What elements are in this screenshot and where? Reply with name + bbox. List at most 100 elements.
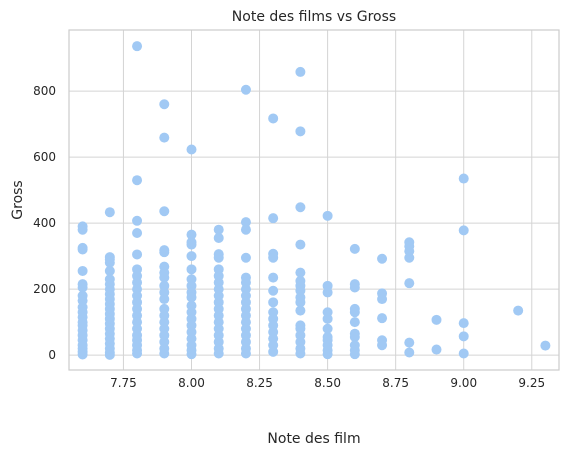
data-point [295, 66, 306, 77]
data-point [268, 297, 279, 308]
y-tick-label: 0 [48, 348, 56, 362]
data-point [77, 244, 88, 255]
y-tick-label: 800 [33, 84, 56, 98]
data-point [404, 252, 415, 263]
data-point [77, 282, 88, 293]
data-point [268, 285, 279, 296]
data-point [213, 348, 224, 359]
data-point [458, 331, 469, 342]
x-tick-label: 8.25 [246, 376, 273, 390]
data-point [213, 224, 224, 235]
x-tick-label: 9.25 [518, 376, 545, 390]
data-point [404, 278, 415, 289]
data-point [295, 239, 306, 250]
data-point [540, 340, 551, 351]
data-point [132, 215, 143, 226]
data-point [104, 265, 115, 276]
y-gridlines [69, 90, 559, 356]
data-point [240, 252, 251, 263]
plot-frame [68, 29, 560, 371]
data-point [159, 272, 170, 283]
data-point [322, 287, 333, 298]
data-point [458, 225, 469, 236]
x-tick-label: 9.00 [450, 376, 477, 390]
data-point [159, 294, 170, 305]
data-point [132, 41, 143, 52]
data-point [377, 340, 388, 351]
data-point [349, 317, 360, 328]
data-point [132, 175, 143, 186]
data-point [132, 249, 143, 260]
data-point [268, 272, 279, 283]
data-point [240, 217, 251, 228]
data-point [268, 252, 279, 263]
data-point [295, 267, 306, 278]
x-tick-label: 8.00 [178, 376, 205, 390]
data-point [349, 243, 360, 254]
data-point [77, 224, 88, 235]
data-point [349, 349, 360, 360]
data-point [240, 84, 251, 95]
data-point [132, 228, 143, 239]
data-point [322, 323, 333, 334]
data-point [349, 331, 360, 342]
data-point [186, 251, 197, 262]
data-point [186, 144, 197, 155]
data-point [295, 126, 306, 137]
y-axis-label: Gross [10, 180, 26, 219]
chart-title: Note des films vs Gross [232, 9, 396, 25]
data-point [377, 294, 388, 305]
data-point [295, 348, 306, 359]
y-tick-label: 600 [33, 150, 56, 164]
data-point [322, 210, 333, 221]
data-point [104, 257, 115, 268]
data-point [159, 348, 170, 359]
data-point [213, 252, 224, 263]
data-point [431, 314, 442, 325]
data-point [186, 264, 197, 275]
x-tick-label: 8.50 [314, 376, 341, 390]
data-point [458, 173, 469, 184]
data-point [186, 239, 197, 250]
data-point [349, 282, 360, 293]
data-point [159, 99, 170, 110]
data-point [404, 347, 415, 358]
data-point [431, 344, 442, 355]
data-point [159, 247, 170, 258]
data-point [77, 349, 88, 360]
data-point [186, 349, 197, 360]
data-point [240, 348, 251, 359]
data-point [513, 305, 524, 316]
data-point [377, 313, 388, 324]
data-point [159, 206, 170, 217]
data-point [104, 207, 115, 218]
data-point [77, 265, 88, 276]
y-tick-label: 400 [33, 216, 56, 230]
data-point [268, 213, 279, 224]
data-point [295, 202, 306, 213]
data-point [268, 346, 279, 357]
data-point [458, 348, 469, 359]
x-tick-label: 8.75 [382, 376, 409, 390]
y-tick-label: 200 [33, 282, 56, 296]
y-tick-labels: 0 200 400 600 800 [33, 84, 56, 362]
data-point [240, 224, 251, 235]
data-point [404, 337, 415, 348]
data-point [104, 349, 115, 360]
data-points [77, 41, 551, 360]
data-point [268, 113, 279, 124]
data-point [322, 349, 333, 360]
data-point [186, 292, 197, 303]
x-gridlines [122, 30, 533, 370]
data-point [295, 305, 306, 316]
data-point [458, 318, 469, 329]
data-point [132, 348, 143, 359]
x-tick-label: 7.75 [110, 376, 137, 390]
data-point [295, 297, 306, 308]
x-tick-labels: 7.75 8.00 8.25 8.50 8.75 9.00 9.25 [110, 376, 545, 390]
x-axis-label: Note des film [267, 431, 360, 447]
data-point [213, 232, 224, 243]
data-point [322, 313, 333, 324]
data-point [159, 132, 170, 143]
